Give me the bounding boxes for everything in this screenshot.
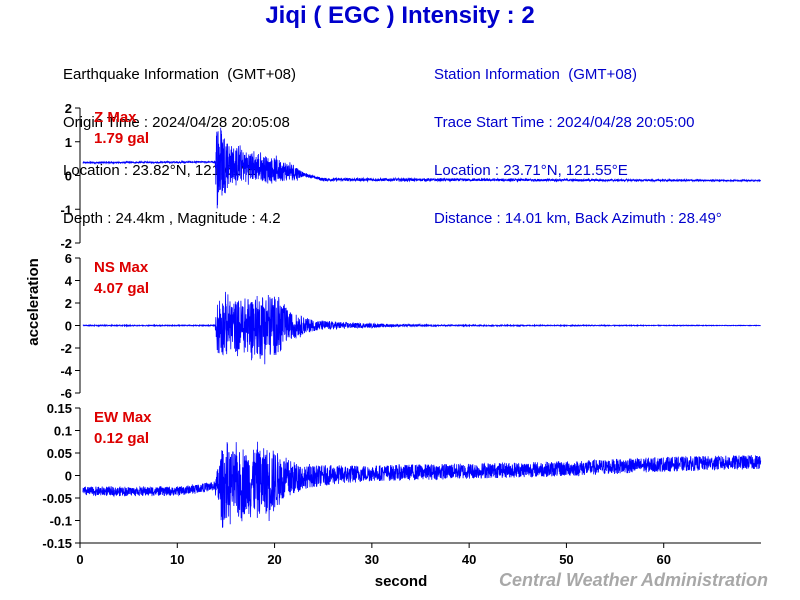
y-tick-label: 1 (65, 135, 72, 150)
y-tick-label: 2 (65, 101, 72, 116)
y-tick-label: 0 (65, 469, 72, 484)
earthquake-info-heading: Earthquake Information (GMT+08) (63, 66, 297, 83)
depth-magnitude: Depth : 24.4km , Magnitude : 4.2 (63, 210, 281, 227)
origin-time: Origin Time : 2024/04/28 20:05:08 (63, 114, 290, 131)
y-tick-label: -2 (60, 236, 72, 251)
x-tick-label: 30 (365, 552, 379, 567)
trace-ew (82, 441, 762, 528)
panel-z: 2 1 0 -1 -2 Z Max 1.79 gal (60, 101, 761, 251)
earthquake-info: Earthquake Information (GMT+08) Origin T… (63, 35, 296, 243)
y-tick-label: 2 (65, 296, 72, 311)
x-tick-label: 0 (76, 552, 83, 567)
y-tick-label: -0.05 (42, 491, 72, 506)
trace-z (82, 127, 761, 209)
y-tick-label: 4 (65, 274, 73, 289)
max-label: Z Max (94, 109, 137, 126)
y-tick-label: -0.1 (50, 514, 72, 529)
y-tick-label: 0.1 (54, 424, 72, 439)
max-label: EW Max (94, 409, 152, 426)
trace-ns (82, 291, 761, 365)
panel-ew: 0.15 0.1 0.05 0 -0.05 -0.1 -0.15 EW Max 0.12 gal (42, 401, 762, 551)
y-tick-label: -1 (60, 202, 72, 217)
y-tick-label: -6 (60, 386, 72, 401)
x-axis-label: second (375, 573, 428, 590)
station-info: Station Information (GMT+08) Trace Start… (434, 35, 722, 243)
panel-ns: 6 4 2 0 -2 -4 -6 NS Max 4.07 gal (60, 251, 761, 401)
y-tick-label: -0.15 (42, 536, 72, 551)
x-tick-label: 60 (656, 552, 670, 567)
y-tick-label: 6 (65, 251, 72, 266)
footer-credit: Central Weather Administration (498, 570, 768, 590)
y-tick-label: 0.15 (47, 401, 72, 416)
y-tick-label: -2 (60, 341, 72, 356)
page-title: Jiqi ( EGC ) Intensity : 2 (265, 2, 535, 29)
max-value: 0.12 gal (94, 430, 149, 447)
x-tick-label: 40 (462, 552, 476, 567)
max-value: 1.79 gal (94, 130, 149, 147)
x-tick-label: 20 (267, 552, 281, 567)
y-tick-label: -4 (60, 364, 72, 379)
y-tick-label: 0 (65, 319, 72, 334)
station-info-heading: Station Information (GMT+08) (434, 66, 637, 83)
trace-start-time: Trace Start Time : 2024/04/28 20:05:00 (434, 114, 695, 131)
max-label: NS Max (94, 259, 149, 276)
y-axis-label: acceleration (25, 258, 42, 346)
distance-azimuth: Distance : 14.01 km, Back Azimuth : 28.4… (434, 210, 722, 227)
y-tick-label: 0.05 (47, 446, 72, 461)
x-tick-label: 10 (170, 552, 184, 567)
max-value: 4.07 gal (94, 280, 149, 297)
x-tick-label: 50 (559, 552, 573, 567)
station-location: Location : 23.71°N, 121.55°E (434, 162, 628, 179)
y-tick-label: 0 (65, 169, 72, 184)
